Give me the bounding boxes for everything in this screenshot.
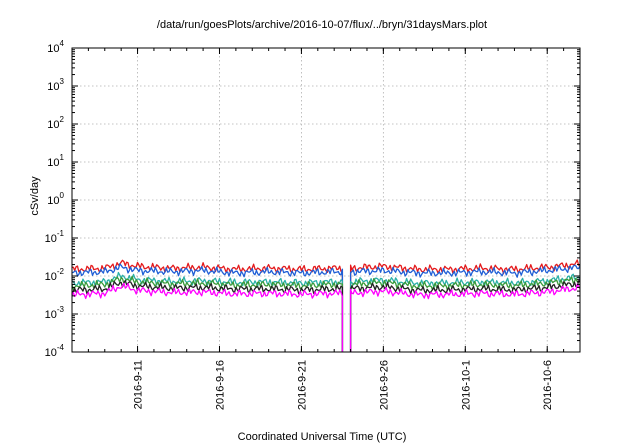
y-tick-exponent: 4	[60, 39, 65, 48]
plot-frame	[71, 47, 581, 353]
y-tick-base: 10	[47, 195, 59, 207]
y-tick-base: 10	[45, 271, 57, 283]
y-tick-base: 10	[45, 347, 57, 359]
x-tick-label: 2016-9-26	[378, 360, 390, 410]
x-tick-label: 2016-9-16	[214, 360, 226, 410]
chart-title: /data/run/goesPlots/archive/2016-10-07/f…	[157, 19, 487, 31]
axis-ticks: 10-410-310-210-11001011021031042016-9-11…	[45, 39, 580, 410]
y-tick-label: 10-1	[45, 229, 65, 245]
y-tick-exponent: 0	[60, 191, 65, 200]
x-axis-label: Coordinated Universal Time (UTC)	[238, 431, 407, 443]
series-line	[71, 275, 344, 352]
series-line	[71, 263, 344, 352]
series-line	[71, 279, 344, 352]
y-tick-exponent: 3	[60, 77, 65, 86]
y-tick-exponent: 2	[60, 115, 65, 124]
series-line	[72, 259, 344, 352]
y-tick-label: 101	[47, 153, 64, 169]
y-tick-label: 100	[47, 191, 64, 207]
x-tick-label: 2016-10-6	[542, 360, 554, 410]
y-tick-exponent: 1	[60, 153, 65, 162]
y-tick-label: 10-3	[45, 305, 65, 321]
y-tick-label: 103	[47, 77, 64, 93]
x-tick-label: 2016-10-1	[460, 360, 472, 410]
series-lines	[71, 259, 581, 352]
x-tick-label: 2016-9-21	[296, 360, 308, 410]
y-tick-base: 10	[45, 233, 57, 245]
y-tick-exponent: -1	[57, 229, 65, 238]
series-line	[349, 283, 581, 352]
y-tick-label: 10-2	[45, 267, 65, 283]
y-tick-label: 10-4	[45, 343, 65, 359]
series-line	[349, 264, 581, 352]
series-line	[71, 282, 344, 352]
grid-lines	[72, 48, 580, 352]
y-tick-base: 10	[47, 43, 59, 55]
y-tick-exponent: -4	[57, 343, 65, 352]
x-tick-label: 2016-9-11	[133, 360, 145, 409]
y-tick-base: 10	[47, 157, 59, 169]
y-tick-label: 104	[47, 39, 64, 55]
y-tick-base: 10	[47, 119, 59, 131]
y-tick-base: 10	[45, 309, 57, 321]
y-tick-label: 102	[47, 115, 64, 131]
y-tick-base: 10	[47, 81, 59, 93]
y-tick-exponent: -3	[57, 305, 65, 314]
y-axis-label: cSv/day	[29, 176, 41, 216]
y-tick-exponent: -2	[57, 267, 65, 276]
series-line	[349, 259, 581, 352]
